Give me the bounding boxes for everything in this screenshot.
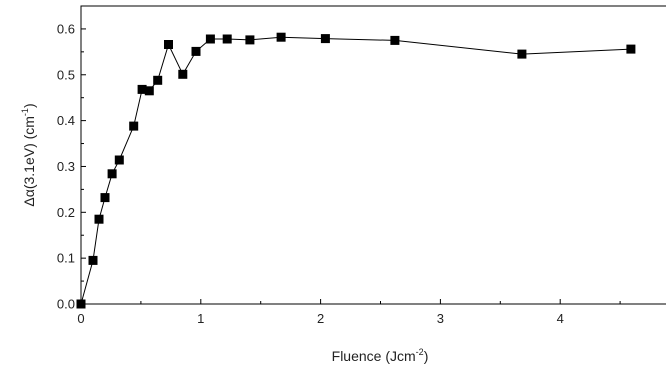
data-point	[178, 69, 188, 79]
data-point	[153, 75, 163, 85]
data-point	[100, 193, 110, 203]
data-point	[129, 121, 139, 131]
x-tick-label: 2	[317, 311, 324, 326]
data-point	[626, 44, 636, 54]
x-axis-ticks: 012345	[77, 299, 621, 326]
y-tick-label: 0.3	[57, 159, 75, 174]
y-tick-label: 0.4	[57, 113, 75, 128]
x-tick-label: 0	[77, 311, 84, 326]
data-point	[222, 34, 232, 44]
series-line	[80, 36, 631, 305]
y-tick-label: 0.6	[57, 21, 75, 36]
x-axis-title: Fluence (Jcm-2)	[332, 347, 429, 364]
data-point	[76, 299, 86, 309]
x-tick-label: 4	[557, 311, 564, 326]
y-tick-label: 0.0	[57, 297, 75, 312]
data-point	[164, 40, 173, 49]
y-tick-label: 0.5	[57, 67, 75, 82]
x-tick-label: 1	[197, 311, 204, 326]
data-point	[94, 214, 104, 224]
data-point	[276, 32, 286, 42]
data-point	[390, 35, 400, 45]
data-point	[114, 155, 124, 165]
data-point	[137, 84, 147, 94]
data-point	[88, 255, 98, 265]
y-axis-title: Δα(3.1eV) (cm-1)	[20, 103, 37, 206]
y-tick-label: 0.1	[57, 251, 75, 266]
data-point	[144, 86, 154, 96]
data-point	[320, 34, 330, 44]
y-axis-ticks: 0.0 0.1 0.2 0.3 0.4 0.5 0.6	[57, 21, 86, 312]
data-point	[205, 34, 215, 44]
x-tick-label: 3	[437, 311, 444, 326]
data-point	[517, 49, 527, 59]
y-tick-label: 0.2	[57, 205, 75, 220]
data-point	[191, 46, 201, 56]
data-point	[107, 169, 117, 179]
data-point	[245, 35, 255, 45]
plot-frame	[80, 5, 666, 305]
data-points	[76, 32, 636, 309]
